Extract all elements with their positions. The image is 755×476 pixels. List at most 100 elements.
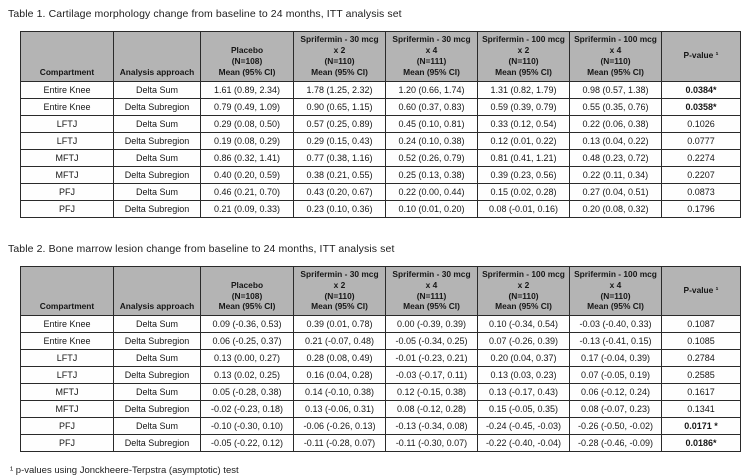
mean-ci-cell: 0.07 (-0.26, 0.39) xyxy=(477,332,570,351)
mean-ci-cell: 0.24 (0.10, 0.38) xyxy=(385,131,478,150)
mean-ci-cell: 0.06 (-0.25, 0.37) xyxy=(200,332,294,351)
table-row: LFTJ Delta Sum 0.13 (0.00, 0.27) 0.28 (0.08… xyxy=(20,349,741,368)
table2-block: Table 2. Bone marrow lesion change from … xyxy=(8,243,755,453)
mean-ci-cell: 0.52 (0.26, 0.79) xyxy=(385,148,478,167)
pvalue-cell: 0.2274 xyxy=(661,148,741,167)
header-cell-5: Sprifermin - 100 mcg x 2 (N=110) Mean (9… xyxy=(477,265,570,317)
mean-ci-cell: 0.07 (-0.05, 0.19) xyxy=(569,366,662,385)
mean-ci-cell: 0.20 (0.08, 0.32) xyxy=(569,199,662,218)
table-row: PFJ Delta Subregion -0.05 (-0.22, 0.12) -0.… xyxy=(20,434,741,453)
mean-ci-cell: -0.03 (-0.17, 0.11) xyxy=(385,366,478,385)
table-row: Entire Knee Delta Subregion 0.06 (-0.25, 0… xyxy=(20,332,741,351)
mean-ci-cell: -0.22 (-0.40, -0.04) xyxy=(477,434,570,453)
table-row: PFJ Delta Sum -0.10 (-0.30, 0.10) -0.06 (-0… xyxy=(20,417,741,436)
mean-ci-cell: 0.28 (0.08, 0.49) xyxy=(293,349,386,368)
pvalue-cell: 0.0186* xyxy=(661,434,741,453)
mean-ci-cell: 0.90 (0.65, 1.15) xyxy=(293,97,386,116)
mean-ci-cell: 0.16 (0.04, 0.28) xyxy=(293,366,386,385)
mean-ci-cell: 1.20 (0.66, 1.74) xyxy=(385,80,478,99)
mean-ci-cell: 0.59 (0.39, 0.79) xyxy=(477,97,570,116)
mean-ci-cell: -0.06 (-0.26, 0.13) xyxy=(293,417,386,436)
mean-ci-cell: 0.13 (0.04, 0.22) xyxy=(569,131,662,150)
compartment-cell: Entire Knee xyxy=(20,332,114,351)
mean-ci-cell: 0.05 (-0.28, 0.38) xyxy=(200,383,294,402)
mean-ci-cell: 0.22 (0.06, 0.38) xyxy=(569,114,662,133)
pvalue-cell: 0.0358* xyxy=(661,97,741,116)
analysis-approach-cell: Delta Sum xyxy=(113,383,201,402)
mean-ci-cell: 0.40 (0.20, 0.59) xyxy=(200,165,294,184)
mean-ci-cell: 0.29 (0.08, 0.50) xyxy=(200,114,294,133)
mean-ci-cell: 0.12 (-0.15, 0.38) xyxy=(385,383,478,402)
mean-ci-cell: 0.13 (0.02, 0.25) xyxy=(200,366,294,385)
compartment-cell: MFTJ xyxy=(20,148,114,167)
compartment-cell: LFTJ xyxy=(20,114,114,133)
mean-ci-cell: 0.48 (0.23, 0.72) xyxy=(569,148,662,167)
header-row: Compartment Analysis approach Placebo (N=1… xyxy=(20,31,741,82)
analysis-approach-cell: Delta Subregion xyxy=(113,199,201,218)
table-row: Entire Knee Delta Sum 1.61 (0.89, 2.34) 1.7… xyxy=(20,80,741,99)
table2-bone-marrow-lesion: Compartment Analysis approach Placebo (N=1… xyxy=(20,265,741,453)
table-row: LFTJ Delta Subregion 0.19 (0.08, 0.29) 0.29… xyxy=(20,131,741,150)
compartment-cell: MFTJ xyxy=(20,400,114,419)
mean-ci-cell: 0.98 (0.57, 1.38) xyxy=(569,80,662,99)
mean-ci-cell: 0.13 (0.00, 0.27) xyxy=(200,349,294,368)
compartment-cell: PFJ xyxy=(20,417,114,436)
mean-ci-cell: -0.03 (-0.40, 0.33) xyxy=(569,315,662,334)
mean-ci-cell: -0.10 (-0.30, 0.10) xyxy=(200,417,294,436)
table1-title: Table 1. Cartilage morphology change fro… xyxy=(8,8,402,20)
mean-ci-cell: -0.11 (-0.28, 0.07) xyxy=(293,434,386,453)
header-cell-3: Sprifermin - 30 mcg x 2 (N=110) Mean (95… xyxy=(293,31,386,82)
table-row: MFTJ Delta Sum 0.05 (-0.28, 0.38) 0.14 (-0.… xyxy=(20,383,741,402)
header-cell-3: Sprifermin - 30 mcg x 2 (N=110) Mean (95… xyxy=(293,265,386,317)
mean-ci-cell: 0.38 (0.21, 0.55) xyxy=(293,165,386,184)
mean-ci-cell: 0.20 (0.04, 0.37) xyxy=(477,349,570,368)
pvalue-cell: 0.0384* xyxy=(661,80,741,99)
mean-ci-cell: 0.57 (0.25, 0.89) xyxy=(293,114,386,133)
mean-ci-cell: 0.79 (0.49, 1.09) xyxy=(200,97,294,116)
compartment-cell: PFJ xyxy=(20,434,114,453)
mean-ci-cell: -0.05 (-0.34, 0.25) xyxy=(385,332,478,351)
analysis-approach-cell: Delta Sum xyxy=(113,349,201,368)
mean-ci-cell: 0.21 (0.09, 0.33) xyxy=(200,199,294,218)
header-cell-2: Placebo (N=108) Mean (95% CI) xyxy=(200,31,294,82)
compartment-cell: Entire Knee xyxy=(20,97,114,116)
compartment-cell: MFTJ xyxy=(20,165,114,184)
analysis-approach-cell: Delta Subregion xyxy=(113,332,201,351)
mean-ci-cell: 0.15 (0.02, 0.28) xyxy=(477,182,570,201)
table-row: PFJ Delta Subregion 0.21 (0.09, 0.33) 0.23 … xyxy=(20,199,741,218)
mean-ci-cell: 0.15 (-0.05, 0.35) xyxy=(477,400,570,419)
table1-cartilage-morphology: Compartment Analysis approach Placebo (N=1… xyxy=(20,31,741,218)
analysis-approach-cell: Delta Subregion xyxy=(113,434,201,453)
compartment-cell: LFTJ xyxy=(20,131,114,150)
mean-ci-cell: -0.24 (-0.45, -0.03) xyxy=(477,417,570,436)
header-cell-0: Compartment xyxy=(20,265,114,317)
mean-ci-cell: -0.05 (-0.22, 0.12) xyxy=(200,434,294,453)
mean-ci-cell: 0.13 (0.03, 0.23) xyxy=(477,366,570,385)
compartment-cell: Entire Knee xyxy=(20,80,114,99)
mean-ci-cell: 0.00 (-0.39, 0.39) xyxy=(385,315,478,334)
analysis-approach-cell: Delta Subregion xyxy=(113,131,201,150)
mean-ci-cell: 0.10 (0.01, 0.20) xyxy=(385,199,478,218)
pvalue-cell: 0.1087 xyxy=(661,315,741,334)
mean-ci-cell: 0.13 (-0.17, 0.43) xyxy=(477,383,570,402)
mean-ci-cell: -0.26 (-0.50, -0.02) xyxy=(569,417,662,436)
pvalue-cell: 0.1085 xyxy=(661,332,741,351)
mean-ci-cell: 0.27 (0.04, 0.51) xyxy=(569,182,662,201)
mean-ci-cell: 0.14 (-0.10, 0.38) xyxy=(293,383,386,402)
table-row: LFTJ Delta Subregion 0.13 (0.02, 0.25) 0.16… xyxy=(20,366,741,385)
analysis-approach-cell: Delta Sum xyxy=(113,148,201,167)
analysis-approach-cell: Delta Sum xyxy=(113,315,201,334)
header-cell-7: P-value ¹ xyxy=(661,31,741,82)
header-cell-7: P-value ¹ xyxy=(661,265,741,317)
analysis-approach-cell: Delta Subregion xyxy=(113,165,201,184)
mean-ci-cell: 0.33 (0.12, 0.54) xyxy=(477,114,570,133)
compartment-cell: LFTJ xyxy=(20,366,114,385)
table-row: PFJ Delta Sum 0.46 (0.21, 0.70) 0.43 (0.20,… xyxy=(20,182,741,201)
header-row: Compartment Analysis approach Placebo (N=1… xyxy=(20,265,741,317)
mean-ci-cell: 0.45 (0.10, 0.81) xyxy=(385,114,478,133)
mean-ci-cell: -0.28 (-0.46, -0.09) xyxy=(569,434,662,453)
mean-ci-cell: 0.77 (0.38, 1.16) xyxy=(293,148,386,167)
header-cell-6: Sprifermin - 100 mcg x 4 (N=110) Mean (9… xyxy=(569,31,662,82)
table-row: LFTJ Delta Sum 0.29 (0.08, 0.50) 0.57 (0.25… xyxy=(20,114,741,133)
mean-ci-cell: 0.08 (-0.01, 0.16) xyxy=(477,199,570,218)
